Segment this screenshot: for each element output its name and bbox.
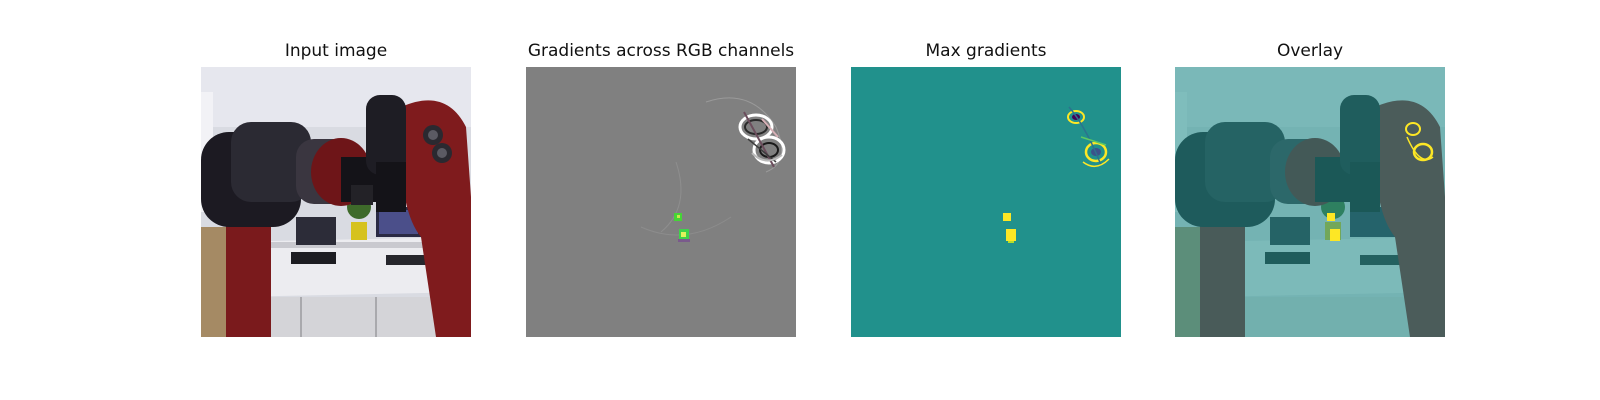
panel-title: Input image bbox=[284, 41, 388, 61]
overlay-image bbox=[1175, 67, 1445, 337]
max-gradients-image bbox=[851, 67, 1121, 337]
panel-title: Max gradients bbox=[925, 41, 1047, 61]
gradients-rgb-image bbox=[526, 67, 796, 337]
input-image bbox=[201, 67, 471, 337]
panel-title: Overlay bbox=[1276, 41, 1344, 61]
panel-title: Gradients across RGB channels bbox=[527, 41, 795, 61]
